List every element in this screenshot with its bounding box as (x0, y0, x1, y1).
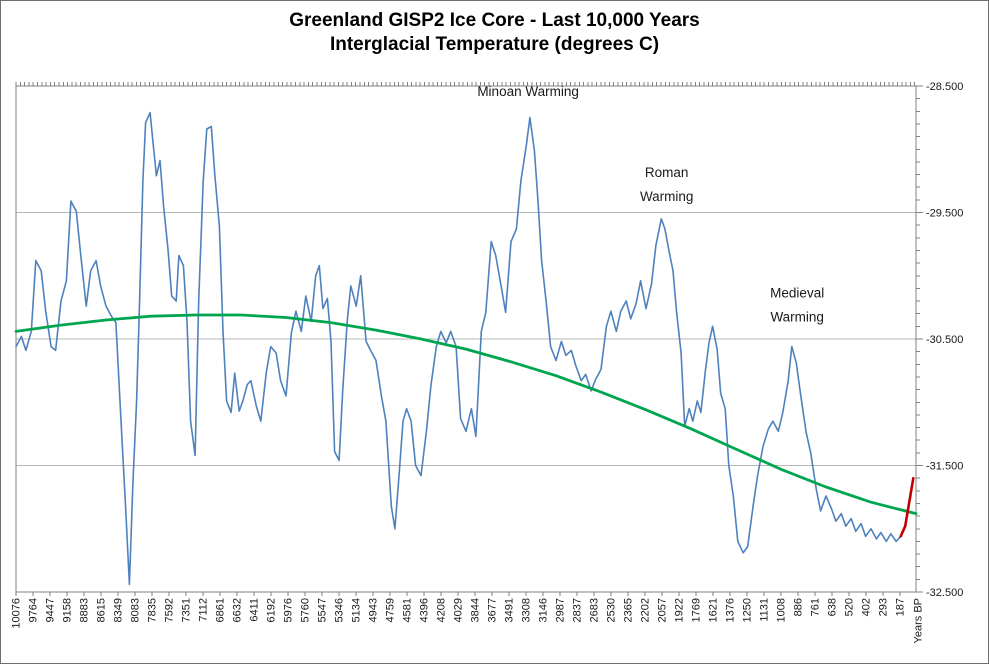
top-axis-ticks (15, 82, 916, 86)
svg-text:520: 520 (844, 598, 856, 616)
x-axis-units-label: Years BP (913, 598, 925, 643)
bottom-axis-ticks (15, 592, 901, 596)
chart-title: Greenland GISP2 Ice Core - Last 10,000 Y… (1, 9, 988, 57)
gridlines (16, 85, 916, 593)
annotation: Roman Warming (640, 165, 694, 204)
svg-text:2365: 2365 (623, 598, 635, 622)
svg-text:4581: 4581 (402, 598, 414, 622)
chart-title-line2: Interglacial Temperature (degrees C) (329, 34, 660, 55)
annotations: Minoan Warming Roman Warming Medieval Warmin… (477, 84, 824, 324)
svg-text:886: 886 (793, 598, 805, 616)
annotation: Medieval Warming (770, 285, 824, 324)
svg-text:293: 293 (878, 598, 890, 616)
svg-text:8883: 8883 (79, 598, 91, 622)
svg-text:10076: 10076 (11, 598, 23, 629)
svg-text:1922: 1922 (674, 598, 686, 622)
svg-text:8615: 8615 (96, 598, 108, 622)
svg-text:2987: 2987 (555, 598, 567, 622)
svg-text:761: 761 (810, 598, 822, 616)
svg-text:7351: 7351 (181, 598, 193, 622)
annotation: Minoan Warming (477, 84, 579, 99)
svg-text:638: 638 (827, 598, 839, 616)
svg-text:2683: 2683 (589, 598, 601, 622)
svg-text:7835: 7835 (147, 598, 159, 622)
svg-text:5976: 5976 (283, 598, 295, 622)
svg-text:8349: 8349 (113, 598, 125, 622)
svg-text:6192: 6192 (266, 598, 278, 622)
svg-text:9764: 9764 (28, 598, 40, 622)
svg-text:4208: 4208 (436, 598, 448, 622)
svg-text:5346: 5346 (334, 598, 346, 622)
svg-text:1008: 1008 (776, 598, 788, 622)
svg-text:3844: 3844 (470, 598, 482, 622)
svg-text:3146: 3146 (538, 598, 550, 622)
svg-text:6861: 6861 (215, 598, 227, 622)
svg-text:3491: 3491 (504, 598, 516, 622)
svg-text:1131: 1131 (759, 598, 771, 622)
svg-text:2530: 2530 (606, 598, 618, 622)
svg-text:6632: 6632 (232, 598, 244, 622)
svg-text:-31.500: -31.500 (926, 460, 963, 472)
svg-text:7112: 7112 (198, 598, 210, 622)
svg-text:187: 187 (895, 598, 907, 616)
y-tick-labels: -28.500 -29.500 -30.500 -31.500 -32.500 (926, 81, 963, 599)
trend-line (14, 313, 918, 515)
svg-text:6411: 6411 (249, 598, 261, 622)
svg-text:402: 402 (861, 598, 873, 616)
svg-text:5134: 5134 (351, 598, 363, 622)
recent-warming-line (899, 476, 915, 538)
svg-text:1769: 1769 (691, 598, 703, 622)
x-tick-labels: 10076 9764 9447 9158 8883 8615 8349 8083 7835 759… (11, 598, 907, 629)
svg-text:1250: 1250 (742, 598, 754, 622)
svg-text:3308: 3308 (521, 598, 533, 622)
svg-text:5547: 5547 (317, 598, 329, 622)
right-axis-ticks (916, 85, 923, 593)
chart-title-line1: Greenland GISP2 Ice Core - Last 10,000 Y… (289, 10, 700, 31)
svg-text:2837: 2837 (572, 598, 584, 622)
plot-area-border (15, 85, 917, 593)
svg-text:9447: 9447 (45, 598, 57, 622)
svg-text:-28.500: -28.500 (926, 81, 963, 93)
svg-text:1376: 1376 (725, 598, 737, 622)
svg-text:5760: 5760 (300, 598, 312, 622)
svg-text:7592: 7592 (164, 598, 176, 622)
svg-text:1621: 1621 (708, 598, 720, 622)
svg-text:2202: 2202 (640, 598, 652, 622)
svg-text:4759: 4759 (385, 598, 397, 622)
svg-text:4029: 4029 (453, 598, 465, 622)
svg-text:-32.500: -32.500 (926, 587, 963, 599)
svg-text:2057: 2057 (657, 598, 669, 622)
svg-text:-29.500: -29.500 (926, 207, 963, 219)
svg-text:3677: 3677 (487, 598, 499, 622)
svg-text:4396: 4396 (419, 598, 431, 622)
svg-text:-30.500: -30.500 (926, 334, 963, 346)
temperature-line (15, 111, 902, 586)
svg-text:8083: 8083 (130, 598, 142, 622)
svg-text:4943: 4943 (368, 598, 380, 622)
svg-text:9158: 9158 (62, 598, 74, 622)
